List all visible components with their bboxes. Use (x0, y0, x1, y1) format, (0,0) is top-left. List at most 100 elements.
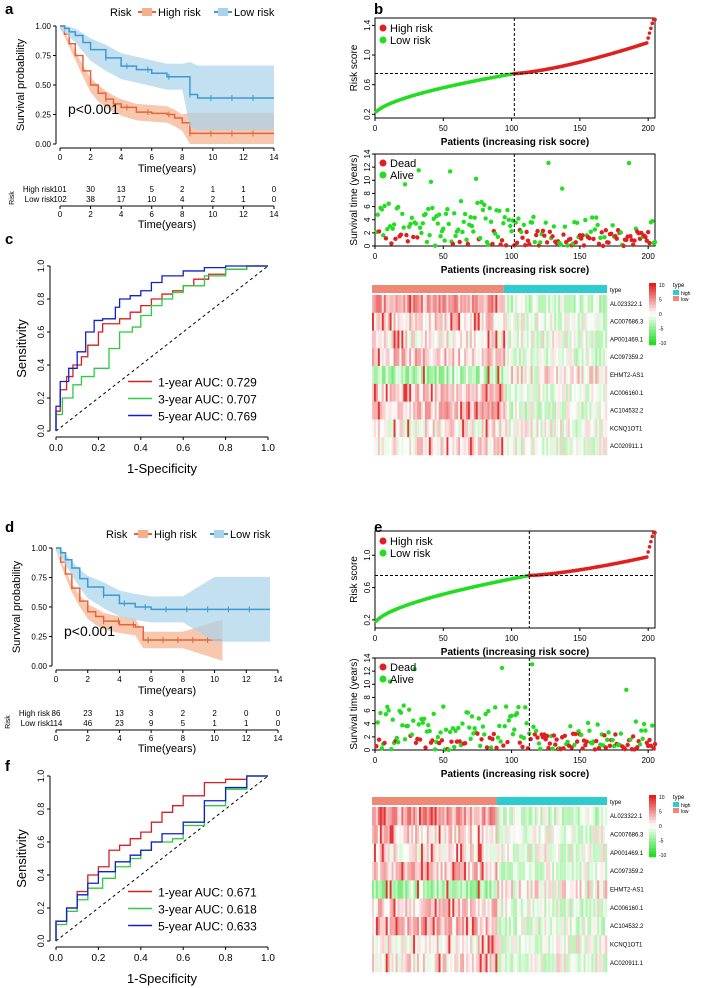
heatmap-cell (372, 419, 375, 438)
heatmap-cell (467, 348, 471, 367)
survival-alive-point (390, 226, 395, 231)
heatmap-cell (395, 953, 398, 973)
heatmap-cell (407, 348, 410, 367)
survival-legend-dead-dot (379, 159, 387, 167)
heatmap-cell (458, 348, 461, 367)
survival-dead-point (632, 238, 637, 243)
heatmap-cell (530, 898, 533, 918)
heatmap-cell (411, 880, 414, 899)
heatmap-cell (558, 348, 561, 367)
heatmap-cell (499, 330, 502, 349)
heatmap-cell (393, 312, 396, 331)
riskscore-point (650, 534, 655, 539)
heatmap-cell (458, 437, 461, 456)
heatmap-cell (436, 348, 439, 367)
survival-dead-point (393, 236, 398, 242)
heatmap-cell (460, 898, 463, 918)
heatmap-cell (446, 807, 449, 826)
heatmap-cell (499, 419, 502, 438)
heatmap-cell (460, 843, 463, 863)
survival-y-tick-label: 0 (363, 747, 372, 752)
heatmap-cell (532, 880, 535, 899)
heatmap-cell (487, 312, 490, 331)
heatmap-cell (426, 862, 430, 881)
heatmap-cell (601, 862, 604, 881)
heatmap-cell (454, 807, 457, 826)
heatmap-cell (477, 843, 481, 863)
heatmap-cell (405, 953, 408, 973)
heatmap-cell (477, 295, 481, 314)
heatmap-cell (501, 383, 504, 402)
risk-table-high-count: 2 (212, 709, 217, 718)
heatmap-cell (411, 825, 414, 844)
heatmap-cell (554, 843, 557, 863)
heatmap-cell (556, 401, 559, 420)
risk-table-tick-label: 2 (85, 734, 90, 743)
km-y-tick-label: 1.00 (31, 544, 47, 553)
heatmap-cell (483, 917, 486, 936)
survival-dead-point (503, 243, 509, 248)
heatmap-cell (538, 348, 541, 367)
heatmap-gene-label: AC007686.3 (610, 320, 644, 326)
heatmap-cell (464, 401, 467, 420)
survival-y-tick-label: 14 (363, 653, 372, 662)
heatmap-cell (450, 825, 453, 844)
riskscore-point (647, 544, 652, 549)
heatmap-cell (544, 330, 547, 349)
heatmap-cell (460, 807, 463, 826)
heatmap-cell (383, 935, 387, 954)
heatmap-cell (514, 953, 518, 973)
heatmap-cell (571, 330, 575, 349)
heatmap-cell (383, 843, 387, 863)
survival-dead-point (591, 236, 596, 242)
heatmap-cell (395, 825, 398, 844)
heatmap-cell (495, 825, 498, 844)
heatmap-cell (467, 953, 471, 973)
heatmap-cell (428, 295, 432, 314)
heatmap-cell (511, 366, 514, 385)
heatmap-cell (381, 825, 385, 844)
heatmap-cell (597, 843, 600, 863)
heatmap-type-label: type (610, 288, 622, 294)
heatmap-cell (571, 843, 575, 863)
heatmap-cell (491, 880, 494, 899)
heatmap-cell (591, 935, 594, 954)
heatmap-cell (426, 437, 430, 456)
heatmap-cell (561, 330, 565, 349)
risk-table-high-count: 0 (276, 709, 281, 718)
heatmap-cell (579, 880, 582, 899)
heatmap-cell (544, 843, 547, 863)
heatmap-cell (469, 366, 473, 385)
heatmap-cell (403, 953, 406, 973)
heatmap-cell (548, 348, 551, 367)
heatmap-cell (481, 348, 484, 367)
heatmap-cell (403, 383, 406, 402)
heatmap-cell (475, 437, 479, 456)
heatmap-cell (518, 935, 522, 954)
heatmap-cell (493, 825, 496, 844)
heatmap-cell (458, 935, 461, 954)
survival-alive-point (572, 742, 577, 748)
heatmap-cell (501, 401, 504, 420)
roc-legend-entry: 1-year AUC: 0.671 (158, 886, 257, 900)
heatmap-cell (518, 843, 522, 863)
heatmap-cell (466, 880, 469, 899)
heatmap-scale-swatch (649, 807, 656, 811)
heatmap-cell (475, 383, 479, 402)
heatmap-cell (528, 312, 531, 331)
heatmap-cell (448, 807, 451, 826)
heatmap-cell (387, 953, 390, 973)
heatmap-cell (605, 348, 608, 367)
heatmap-cell (599, 880, 602, 899)
heatmap-cell (489, 348, 492, 367)
heatmap-cell (409, 383, 412, 402)
heatmap-cell (514, 295, 518, 314)
heatmap-cell (372, 348, 375, 367)
heatmap-cell (440, 312, 443, 331)
heatmap-cell (387, 330, 390, 349)
heatmap-cell (558, 898, 561, 918)
heatmap-cell (509, 330, 512, 349)
survival-alive-point (523, 705, 528, 710)
survival-alive-point (400, 723, 405, 728)
heatmap-cell (579, 953, 582, 973)
